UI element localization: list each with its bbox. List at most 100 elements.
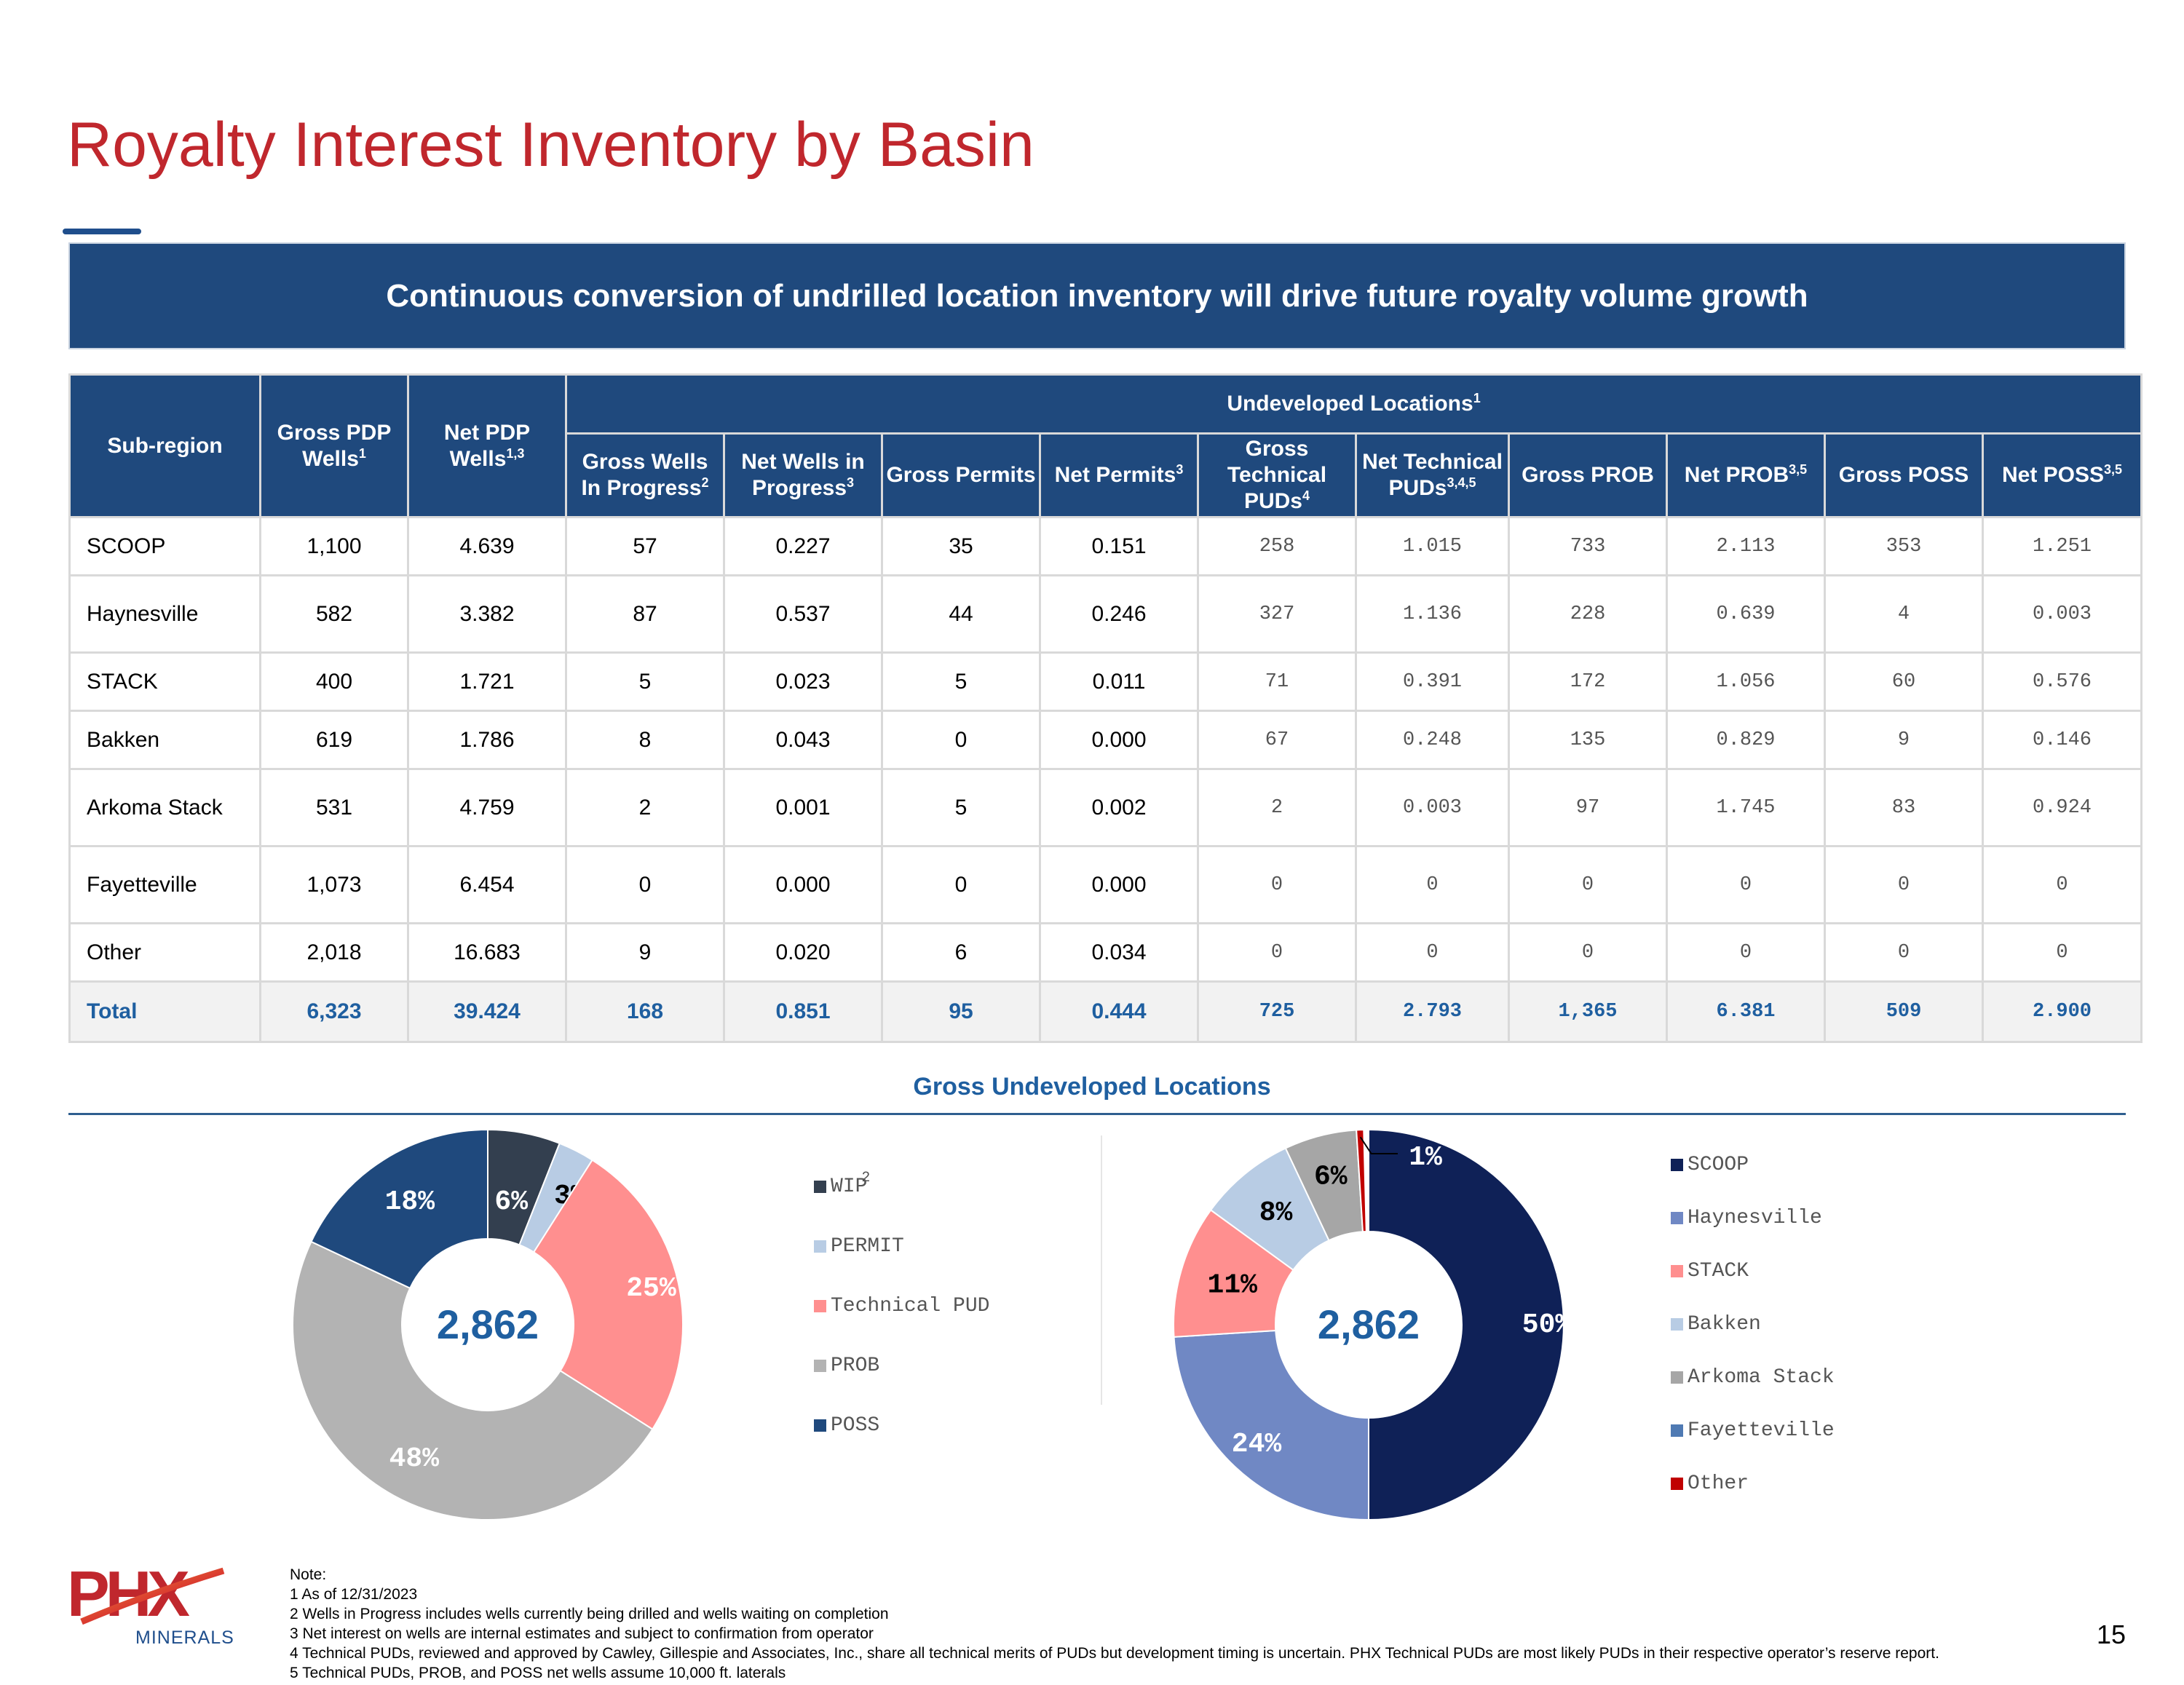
table-cell: 5 bbox=[881, 768, 1041, 847]
table-row: Other 2,018 16.683 9 0.020 6 0.034 0 0 0 0 0 0 bbox=[68, 922, 2143, 983]
legend-swatch bbox=[814, 1419, 826, 1432]
table-cell: 2.793 bbox=[1355, 980, 1510, 1043]
legend-item: Other bbox=[1671, 1472, 1749, 1495]
col-header-net-prob: Net PROB3,5 bbox=[1666, 432, 1826, 518]
legend-swatch bbox=[814, 1360, 826, 1372]
legend-item: WIP 2 bbox=[814, 1170, 870, 1198]
table-cell: 582 bbox=[259, 574, 409, 654]
charts-title: Gross Undeveloped Locations bbox=[913, 1073, 1271, 1101]
legend-label: Fayetteville bbox=[1688, 1419, 1835, 1442]
table-cell: 4.639 bbox=[407, 516, 567, 576]
table-cell: 725 bbox=[1197, 980, 1357, 1043]
table-cell: 0.000 bbox=[723, 845, 883, 924]
footnotes: Note: 1 As of 12/31/2023 2 Wells in Progre… bbox=[290, 1565, 1939, 1683]
table-cell: 0 bbox=[1508, 922, 1668, 983]
table-cell: 0.537 bbox=[723, 574, 883, 654]
table-cell: 2.113 bbox=[1666, 516, 1826, 576]
table-cell: 0.246 bbox=[1039, 574, 1199, 654]
table-cell: 60 bbox=[1824, 651, 1984, 712]
col-header-gross-tech-puds: Gross Technical PUDs4 bbox=[1197, 432, 1357, 518]
table-cell: 228 bbox=[1508, 574, 1668, 654]
table-row: Arkoma Stack 531 4.759 2 0.001 5 0.002 2 0.003 97… bbox=[68, 768, 2143, 847]
table-cell: 1.745 bbox=[1666, 768, 1826, 847]
table-cell: 168 bbox=[565, 980, 725, 1043]
page-title: Royalty Interest Inventory by Basin bbox=[67, 110, 1034, 180]
table-cell: 83 bbox=[1824, 768, 1984, 847]
legend-subregion: SCOOP Haynesville STACK Bakken Arkoma Stack F… bbox=[1671, 1154, 1911, 1503]
col-header-gross-wip: Gross Wells In Progress2 bbox=[565, 432, 725, 518]
table-cell: 0 bbox=[1355, 845, 1510, 924]
table-cell: 4.759 bbox=[407, 768, 567, 847]
table-cell: 3.382 bbox=[407, 574, 567, 654]
legend-swatch bbox=[814, 1181, 826, 1193]
legend-swatch bbox=[1671, 1212, 1683, 1224]
table-cell: 0.151 bbox=[1039, 516, 1199, 576]
legend-label: WIP bbox=[831, 1175, 868, 1198]
banner-text: Continuous conversion of undrilled locat… bbox=[386, 277, 1808, 314]
table-cell: 71 bbox=[1197, 651, 1357, 712]
table-cell: 16.683 bbox=[407, 922, 567, 983]
table-cell: 9 bbox=[565, 922, 725, 983]
col-header-gross-pdp: Gross PDP Wells1 bbox=[259, 373, 409, 518]
donut-chart-subregion: 50% 24% 11% 8% 6% 1% 2,862 bbox=[1173, 1128, 1572, 1521]
slice-haynesville bbox=[1173, 1329, 1369, 1521]
table-cell: 0 bbox=[565, 845, 725, 924]
legend-item: SCOOP bbox=[1671, 1154, 1749, 1176]
table-cell: 5 bbox=[881, 651, 1041, 712]
legend-label: SCOOP bbox=[1688, 1154, 1749, 1176]
table-cell: 172 bbox=[1508, 651, 1668, 712]
logo-subtext: MINERALS bbox=[135, 1627, 234, 1648]
table-cell: 327 bbox=[1197, 574, 1357, 654]
data-label: 8% bbox=[1259, 1197, 1293, 1229]
legend-item: Haynesville bbox=[1671, 1207, 1822, 1229]
table-cell: 400 bbox=[259, 651, 409, 712]
table-cell: 0.146 bbox=[1981, 710, 2143, 770]
legend-category: WIP 2 PERMIT Technical PUD PROB POSS bbox=[814, 1170, 1054, 1467]
table-cell: 733 bbox=[1508, 516, 1668, 576]
table-cell: 6 bbox=[881, 922, 1041, 983]
data-label: 48% bbox=[389, 1443, 440, 1475]
footnote-line: 5 Technical PUDs, PROB, and POSS net wel… bbox=[290, 1665, 786, 1681]
col-header-net-permits: Net Permits3 bbox=[1039, 432, 1199, 518]
legend-label: Arkoma Stack bbox=[1688, 1366, 1835, 1389]
table-cell: 0.000 bbox=[1039, 845, 1199, 924]
table-cell: 6,323 bbox=[259, 980, 409, 1043]
table-cell: 97 bbox=[1508, 768, 1668, 847]
table-cell: 6.381 bbox=[1666, 980, 1826, 1043]
table-cell: 0 bbox=[1824, 922, 1984, 983]
table-cell: 4 bbox=[1824, 574, 1984, 654]
table-cell: 1.721 bbox=[407, 651, 567, 712]
table-cell: 9 bbox=[1824, 710, 1984, 770]
legend-swatch bbox=[1671, 1318, 1683, 1331]
summary-banner: Continuous conversion of undrilled locat… bbox=[68, 242, 2126, 349]
data-label: 50% bbox=[1522, 1309, 1572, 1341]
table-cell: 135 bbox=[1508, 710, 1668, 770]
data-label: 24% bbox=[1232, 1429, 1282, 1460]
table-cell: 0.924 bbox=[1981, 768, 2143, 847]
col-header-undeveloped: Undeveloped Locations1 bbox=[564, 373, 2143, 435]
table-cell: 0.003 bbox=[1355, 768, 1510, 847]
legend-label: Bakken bbox=[1688, 1313, 1761, 1336]
table-cell: 0 bbox=[1197, 845, 1357, 924]
legend-item: Bakken bbox=[1671, 1313, 1761, 1336]
legend-swatch bbox=[1671, 1371, 1683, 1384]
col-header-net-wip: Net Wells in Progress3 bbox=[723, 432, 883, 518]
table-cell: 0.248 bbox=[1355, 710, 1510, 770]
table-cell: 1.786 bbox=[407, 710, 567, 770]
legend-swatch bbox=[1671, 1424, 1683, 1437]
table-cell: 1.251 bbox=[1981, 516, 2143, 576]
table-cell: 2,018 bbox=[259, 922, 409, 983]
table-cell: 0.003 bbox=[1981, 574, 2143, 654]
donut-chart-category: 6%3%25%48%18%2,862 bbox=[292, 1128, 684, 1521]
leader-line bbox=[1359, 1136, 1398, 1154]
row-label: Haynesville bbox=[68, 574, 261, 654]
table-cell: 0.002 bbox=[1039, 768, 1199, 847]
slice-other bbox=[1356, 1129, 1367, 1233]
footnote-line: Note: bbox=[290, 1566, 327, 1583]
legend-label: STACK bbox=[1688, 1260, 1749, 1282]
table-cell: 0.020 bbox=[723, 922, 883, 983]
slice-scoop bbox=[1368, 1128, 1564, 1521]
table-cell: 0.576 bbox=[1981, 651, 2143, 712]
footnote-line: 2 Wells in Progress includes wells curre… bbox=[290, 1606, 889, 1622]
table-cell: 57 bbox=[565, 516, 725, 576]
